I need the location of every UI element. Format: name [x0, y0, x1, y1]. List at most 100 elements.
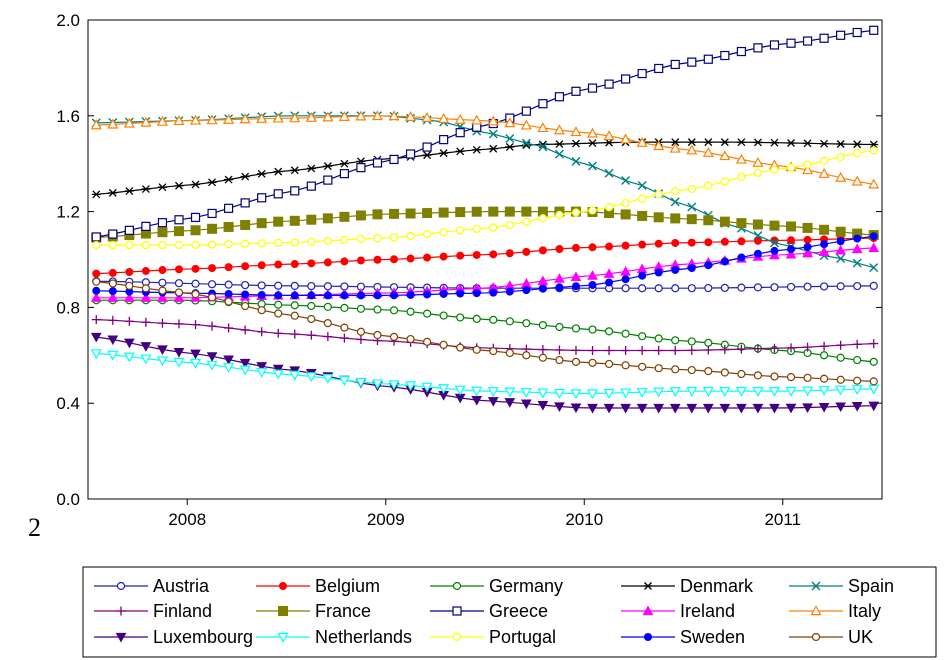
data-point-netherlands — [305, 372, 317, 383]
legend-label: UK — [848, 627, 873, 647]
data-point-sweden — [770, 246, 779, 255]
data-point-portugal — [158, 241, 167, 250]
data-point-denmark — [240, 172, 250, 181]
legend-item-netherlands: Netherlands — [256, 627, 412, 647]
data-point-netherlands — [90, 349, 102, 360]
legend-label: Spain — [848, 576, 894, 596]
data-point-luxembourg — [603, 403, 615, 414]
data-point-luxembourg — [769, 403, 780, 414]
data-point-uk — [423, 337, 432, 346]
data-point-uk — [356, 327, 366, 336]
data-point-sweden — [753, 249, 762, 258]
legend: Austria Belgium Germany Denmark Spain Finland… — [94, 576, 894, 647]
data-point-ireland — [785, 248, 797, 259]
data-point-finland — [803, 342, 813, 352]
data-point-netherlands — [123, 352, 135, 363]
data-point-germany — [671, 336, 680, 345]
data-point-spain — [852, 258, 862, 268]
data-point-sweden — [787, 245, 796, 254]
data-point-luxembourg — [653, 403, 665, 414]
data-point-luxembourg — [752, 403, 764, 414]
data-point-belgium — [588, 243, 597, 252]
data-point-belgium — [191, 264, 200, 273]
data-point-belgium — [654, 239, 663, 248]
data-point-greece — [769, 40, 780, 50]
data-point-finland — [836, 340, 846, 350]
data-point-france — [703, 215, 714, 226]
data-point-luxembourg — [587, 403, 598, 414]
data-point-austria — [191, 279, 200, 288]
data-point-italy — [256, 112, 268, 123]
data-point-uk — [174, 288, 184, 297]
data-point-spain — [869, 263, 879, 273]
data-point-italy — [156, 115, 168, 126]
data-point-france — [240, 219, 251, 230]
data-point-denmark — [819, 139, 829, 148]
data-point-luxembourg — [554, 402, 565, 413]
data-point-netherlands — [603, 388, 615, 399]
legend-item-greece: Greece — [430, 601, 548, 621]
data-point-sweden — [687, 264, 696, 273]
data-point-denmark — [455, 147, 465, 156]
data-point-netherlands — [520, 387, 532, 398]
data-point-france — [355, 210, 366, 221]
data-point-belgium — [224, 263, 233, 272]
data-point-netherlands — [785, 386, 797, 397]
data-point-italy — [223, 113, 235, 124]
data-point-austria — [853, 281, 862, 291]
data-point-denmark — [852, 140, 862, 149]
data-point-uk — [257, 306, 266, 315]
data-point-greece — [207, 208, 217, 219]
data-point-ireland — [603, 268, 615, 278]
legend-box — [82, 566, 937, 658]
data-point-uk — [489, 347, 498, 356]
data-point-austria — [241, 280, 250, 290]
data-point-greece — [687, 57, 697, 67]
data-point-austria — [836, 282, 845, 291]
data-point-netherlands — [272, 369, 284, 380]
data-point-belgium — [356, 256, 365, 265]
data-point-germany — [290, 301, 299, 310]
data-point-greece — [141, 221, 151, 231]
data-point-denmark — [306, 164, 316, 173]
data-point-italy — [438, 112, 450, 123]
data-point-portugal — [753, 168, 763, 177]
data-point-italy — [520, 119, 532, 130]
data-point-belgium — [158, 266, 167, 275]
data-point-sweden — [720, 257, 729, 266]
data-point-germany — [356, 304, 366, 313]
data-point-netherlands — [636, 387, 648, 398]
data-point-greece — [439, 135, 449, 145]
data-point-netherlands — [239, 365, 251, 376]
data-point-portugal — [274, 238, 283, 247]
data-point-ireland — [620, 265, 631, 276]
legend-label: Ireland — [680, 601, 735, 621]
data-point-italy — [735, 153, 747, 164]
data-point-greece — [372, 158, 383, 168]
data-point-greece — [257, 193, 267, 203]
data-point-denmark — [257, 169, 267, 178]
data-point-greece — [240, 198, 250, 208]
data-point-sweden — [538, 284, 547, 293]
legend-item-spain: Spain — [789, 576, 894, 596]
data-point-austria — [820, 282, 829, 291]
data-point-germany — [654, 334, 663, 343]
data-point-italy — [802, 164, 814, 175]
data-point-netherlands — [835, 385, 847, 396]
data-point-netherlands — [322, 374, 334, 384]
data-point-netherlands — [107, 350, 119, 361]
data-point-sweden — [588, 280, 597, 289]
data-point-netherlands — [223, 363, 235, 373]
data-point-france — [471, 206, 482, 217]
data-point-finland — [174, 319, 184, 329]
data-point-portugal — [803, 160, 812, 169]
data-point-sweden — [307, 291, 316, 300]
data-point-greece — [554, 92, 565, 102]
data-point-france — [157, 227, 168, 238]
data-point-finland — [323, 332, 333, 342]
data-point-uk — [853, 376, 862, 385]
data-point-denmark — [488, 144, 498, 153]
data-point-denmark — [224, 175, 234, 184]
data-point-sweden — [803, 243, 812, 252]
data-point-austria — [803, 282, 812, 291]
